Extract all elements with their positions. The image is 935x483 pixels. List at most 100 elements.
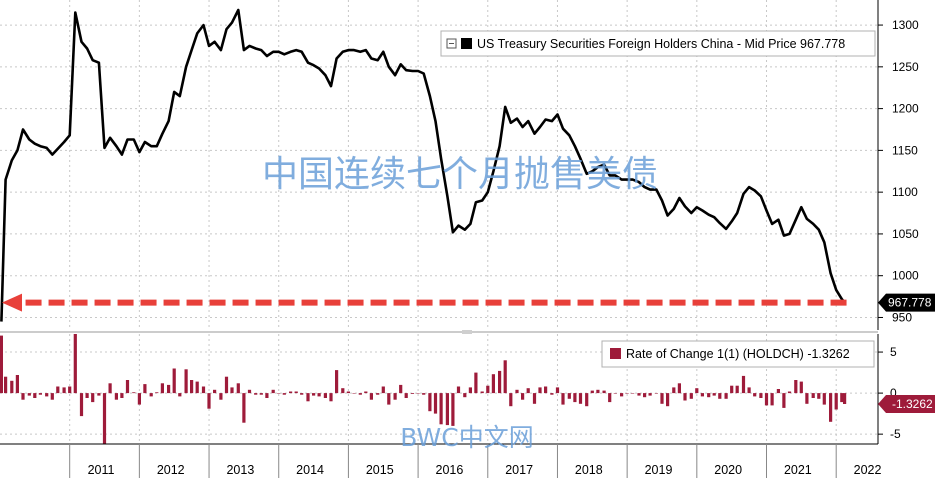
legend-label: US Treasury Securities Foreign Holders C…	[477, 37, 845, 51]
y-tick-label: 0	[890, 386, 897, 400]
rate-bar	[155, 392, 159, 394]
rate-bar	[585, 393, 589, 407]
rate-bar	[707, 393, 711, 398]
rate-bar	[573, 393, 577, 403]
rate-bar	[85, 393, 89, 398]
rate-bar	[254, 393, 258, 395]
rate-bar	[480, 391, 484, 394]
rate-bar	[550, 393, 554, 395]
rate-bar	[770, 393, 774, 406]
rate-bar	[596, 389, 600, 394]
rate-bar	[625, 393, 629, 394]
rate-bar	[555, 387, 560, 394]
rate-bar	[230, 387, 234, 394]
rate-bar	[428, 393, 432, 412]
x-tick-label: 2011	[88, 463, 115, 477]
rate-bar	[811, 393, 815, 398]
rate-bar	[329, 393, 333, 402]
x-tick-label: 2016	[436, 463, 464, 477]
rate-bar	[323, 393, 327, 398]
rate-of-change-panel: -5 0 5 Rate of Change 1(1) (HOLDCH) -1.3262…	[0, 334, 935, 444]
rate-bar	[376, 393, 380, 395]
x-tick-label: 2013	[226, 463, 254, 477]
rate-bar	[672, 387, 676, 394]
rate-bar	[829, 393, 833, 422]
rate-bar	[544, 386, 548, 394]
y-tick-label: 1100	[892, 185, 918, 199]
rate-bar	[172, 368, 176, 394]
rate-bar	[393, 393, 397, 400]
rate-bar	[730, 385, 734, 394]
rate-bar	[735, 385, 739, 394]
rate-bar	[747, 387, 751, 394]
rate-bar	[503, 360, 507, 394]
rate-bar	[724, 393, 728, 399]
legend-box	[440, 30, 876, 57]
rate-bar	[38, 393, 42, 395]
rate-bar	[33, 393, 37, 398]
rate-bar	[294, 391, 298, 394]
rate-bar	[822, 393, 826, 405]
watermark-headline: 中国连续七个月抛售美债	[262, 154, 658, 195]
rate-bar	[451, 393, 455, 426]
rate-bar	[608, 393, 612, 403]
rate-bar	[741, 375, 746, 394]
rate-bar	[840, 393, 844, 403]
rate-bar	[114, 393, 118, 400]
rate-bar	[637, 393, 641, 396]
y-tick-label: 1300	[892, 18, 919, 32]
rate-bar	[265, 393, 269, 398]
rate-bar	[10, 380, 14, 394]
legend-swatch	[461, 38, 472, 49]
rate-bar	[219, 393, 223, 400]
rate-bar	[474, 372, 478, 394]
rate-bar	[317, 393, 321, 397]
rate-bar	[532, 393, 537, 404]
overlay-layer: 中国连续七个月抛售美债 BWC中文网	[262, 154, 658, 452]
rate-bar	[289, 391, 293, 394]
rate-bar	[4, 376, 8, 394]
rate-bar	[590, 390, 594, 394]
rate-bar	[445, 393, 449, 426]
rate-bar	[834, 393, 838, 410]
rate-bar	[224, 376, 229, 394]
rate-bar	[486, 385, 490, 394]
x-tick-label: 2021	[784, 463, 812, 477]
rate-bar	[620, 393, 624, 397]
rate-bar	[178, 393, 182, 397]
rate-bar	[764, 393, 769, 406]
rate-bar	[631, 393, 635, 394]
rate-bar	[364, 391, 368, 394]
legend-label: Rate of Change 1(1) (HOLDCH) -1.3262	[626, 347, 850, 361]
rate-bar	[242, 393, 246, 423]
rate-bar	[108, 383, 112, 394]
rate-bar	[0, 335, 4, 394]
panel-resize-handle[interactable]	[462, 330, 472, 334]
rate-bar	[794, 380, 798, 394]
rate-bar	[15, 375, 19, 394]
rate-bar	[683, 393, 687, 401]
rate-bar	[132, 392, 136, 394]
x-tick-label: 2022	[854, 463, 882, 477]
y-tick-label: 1250	[892, 60, 919, 74]
rate-bar	[666, 393, 670, 407]
rate-bar	[247, 389, 252, 394]
rate-bar	[207, 393, 211, 409]
rate-bar	[45, 393, 49, 397]
rate-bar	[787, 391, 792, 394]
y-tick-label: 1050	[892, 227, 919, 241]
rate-bar	[79, 393, 84, 417]
holdings-series-line	[0, 8, 846, 322]
rate-bar	[102, 393, 107, 444]
last-value-label: 967.778	[888, 296, 932, 310]
rate-bar	[439, 393, 443, 425]
rate-bar	[404, 393, 408, 398]
rate-bar	[120, 393, 124, 398]
rate-bar	[184, 369, 188, 394]
rate-bar	[277, 393, 281, 394]
rate-bar	[776, 389, 780, 394]
rate-bar	[805, 393, 809, 404]
rate-bar	[509, 393, 513, 407]
rate-bar	[143, 384, 147, 394]
